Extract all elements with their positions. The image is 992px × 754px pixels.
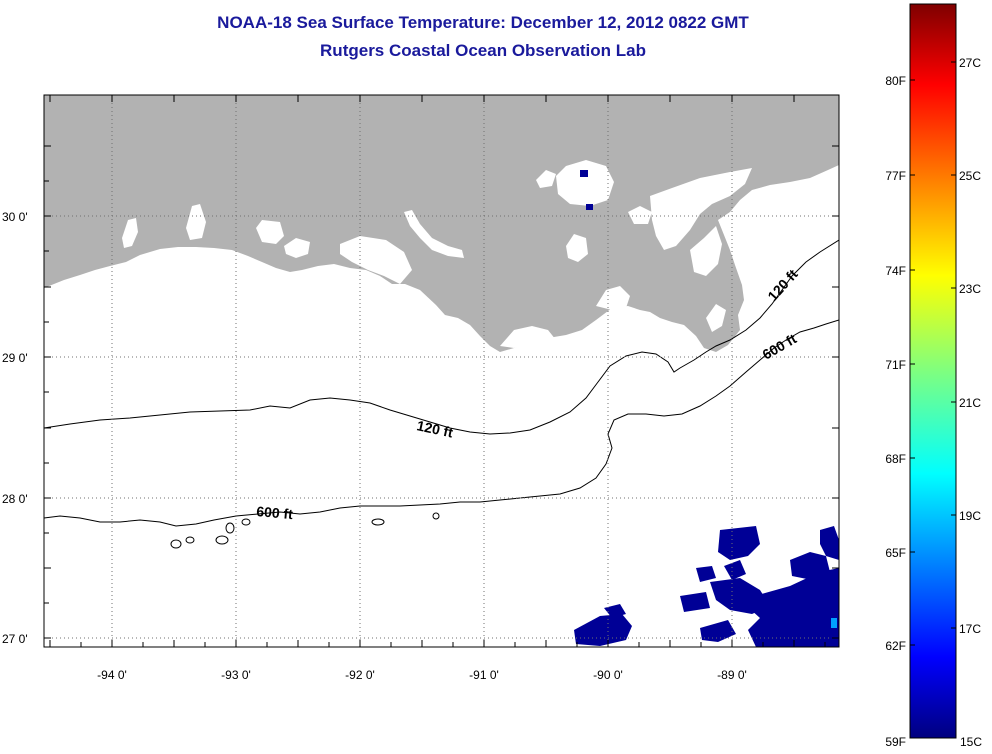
- fahrenheit-label: 62F: [885, 639, 906, 653]
- fahrenheit-label: 74F: [885, 264, 906, 278]
- celsius-label: 21C: [959, 396, 981, 410]
- fahrenheit-label: 65F: [885, 546, 906, 560]
- contour-label-600ft-west: 600 ft: [256, 503, 294, 522]
- axis-ticks: [44, 95, 839, 647]
- cold-pixel-lake: [580, 170, 588, 177]
- lake-grand: [256, 220, 284, 244]
- lon-label: -91 0': [469, 668, 499, 682]
- colorbar: [909, 3, 957, 739]
- lake-verret: [566, 234, 588, 262]
- lake-sabine: [122, 218, 138, 248]
- map-subtitle: Rutgers Coastal Ocean Observation Lab: [320, 41, 646, 60]
- lon-label: -93 0': [221, 668, 251, 682]
- sst-cold-patches: [574, 526, 839, 647]
- contour-120ft: [44, 239, 839, 435]
- contour-islet: [432, 512, 440, 520]
- lake-pontchartrain: [556, 160, 614, 206]
- map-grid: [44, 95, 839, 647]
- latitude-labels: 30 0' 29 0' 28 0' 27 0': [2, 210, 28, 646]
- cold-pixel-lake-2: [586, 204, 593, 210]
- fahrenheit-label: 59F: [885, 735, 906, 749]
- lat-label: 28 0': [2, 492, 28, 506]
- contour-islet: [215, 535, 229, 545]
- longitude-labels: -94 0' -93 0' -92 0' -91 0' -90 0' -89 0…: [97, 668, 747, 682]
- fahrenheit-label: 68F: [885, 452, 906, 466]
- celsius-label: 25C: [959, 169, 981, 183]
- lake-vermilion-bay: [340, 236, 412, 284]
- celsius-label: 17C: [959, 622, 981, 636]
- fahrenheit-label: 80F: [885, 74, 906, 88]
- contour-600ft: [44, 319, 839, 527]
- celsius-label: 23C: [959, 282, 981, 296]
- contour-islet: [371, 518, 385, 526]
- map-title: NOAA-18 Sea Surface Temperature: Decembe…: [217, 13, 749, 32]
- lat-label: 29 0': [2, 351, 28, 365]
- celsius-label: 15C: [960, 735, 982, 749]
- contour-islet: [225, 522, 235, 534]
- celsius-label: 19C: [959, 509, 981, 523]
- colorbar-ticks: [910, 61, 956, 646]
- chandeleur-sound: [650, 168, 752, 250]
- lake-maurepas: [536, 170, 556, 188]
- lake-atchafalaya: [404, 210, 464, 258]
- breton-sound: [690, 226, 722, 276]
- colorbar-fahrenheit-labels: 80F 77F 74F 71F 68F 65F 62F 59F: [885, 74, 906, 749]
- contour-islet: [170, 539, 182, 549]
- terrebonne-bay: [500, 326, 556, 348]
- lon-label: -92 0': [345, 668, 375, 682]
- colorbar-celsius-labels: 27C 25C 23C 21C 19C 17C 15C: [959, 56, 982, 749]
- lon-label: -89 0': [717, 668, 747, 682]
- barataria-bay: [596, 286, 630, 310]
- delta-outlet: [706, 304, 726, 332]
- bathymetry-contours: [44, 239, 839, 549]
- contour-islet: [241, 518, 251, 526]
- contour-label-120ft-west: 120 ft: [415, 417, 454, 440]
- lon-label: -94 0': [97, 668, 127, 682]
- land-mass: [44, 95, 839, 352]
- lake-white: [284, 238, 310, 258]
- lake-calcasieu: [186, 204, 206, 240]
- lat-label: 27 0': [2, 632, 28, 646]
- fahrenheit-label: 77F: [885, 169, 906, 183]
- fahrenheit-label: 71F: [885, 358, 906, 372]
- contour-islet: [185, 536, 195, 544]
- map-frame: [43, 94, 840, 648]
- celsius-label: 27C: [959, 56, 981, 70]
- sst-warm-pixel: [831, 618, 837, 628]
- lon-label: -90 0': [593, 668, 623, 682]
- lake-borgne: [628, 206, 652, 224]
- lat-label: 30 0': [2, 210, 28, 224]
